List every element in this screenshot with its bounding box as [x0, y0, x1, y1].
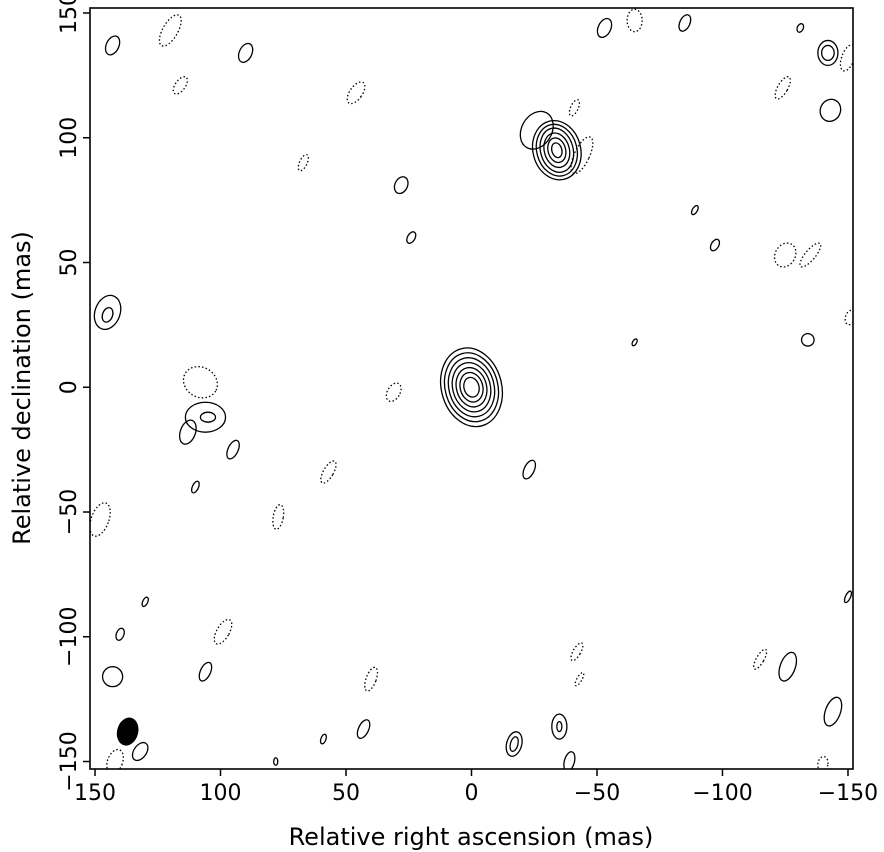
positive-contour [141, 596, 149, 608]
positive-contour [678, 14, 692, 32]
negative-contour [626, 8, 643, 33]
y-tick-label: 150 [57, 0, 82, 34]
positive-contour [237, 42, 254, 63]
positive-contour [115, 627, 125, 641]
negative-contour [182, 365, 219, 399]
negative-contour [574, 671, 585, 687]
component-contour [550, 142, 563, 159]
positive-contour [631, 338, 638, 347]
positive-contour [184, 401, 227, 433]
negative-contour [817, 755, 829, 769]
negative-contour [213, 618, 233, 645]
core-contour [459, 371, 484, 403]
beam-shape [116, 717, 139, 746]
positive-contour [199, 411, 217, 423]
negative-contour [839, 44, 853, 72]
positive-contour [131, 741, 149, 762]
component-contour [539, 127, 575, 173]
core-contour [439, 347, 504, 428]
negative-contour [158, 14, 182, 47]
component-contour [535, 123, 579, 177]
negative-contour [364, 666, 379, 692]
positive-contour [820, 44, 835, 62]
positive-contour [101, 307, 114, 323]
positive-contour [509, 736, 519, 752]
negative-contour [773, 242, 797, 268]
x-tick-label: −50 [574, 781, 620, 806]
core-contour [447, 357, 496, 418]
negative-contour [570, 642, 584, 662]
positive-contour [690, 204, 699, 216]
positive-contour [393, 176, 409, 195]
negative-contour [320, 460, 337, 484]
negative-contour [385, 382, 402, 403]
y-tick-label: −150 [57, 731, 82, 791]
x-tick-label: 150 [74, 781, 116, 806]
y-tick-label: 0 [57, 380, 82, 394]
beam-ellipse [116, 717, 139, 746]
positive-contour [796, 23, 805, 33]
x-tick-label: 100 [200, 781, 242, 806]
negative-contour [346, 81, 366, 105]
core-contour [455, 366, 488, 408]
x-axis: 150 100 50 0 −50 −100 −150 [74, 769, 878, 806]
contour-lines [90, 8, 853, 769]
plot-frame [89, 7, 854, 770]
positive-contour [556, 720, 563, 733]
positive-contour [817, 39, 839, 67]
positive-contour [190, 480, 200, 494]
positive-contour [522, 459, 537, 480]
x-tick-label: 50 [332, 781, 360, 806]
component-contour [531, 119, 582, 181]
negative-contour [752, 648, 768, 670]
positive-contour [563, 751, 576, 769]
positive-contour [226, 439, 240, 460]
negative-contour [844, 309, 853, 326]
positive-contour [519, 110, 554, 150]
negative-contour [568, 99, 581, 117]
core-contour [451, 362, 492, 413]
core-contour [463, 376, 480, 398]
positive-contour [778, 651, 798, 682]
negative-contour [172, 76, 189, 95]
negative-contour [272, 504, 285, 530]
x-tick-label: −100 [692, 781, 752, 806]
core-contour [443, 352, 500, 423]
negative-contour [297, 153, 310, 172]
y-tick-label: 50 [57, 248, 82, 276]
y-axis-label: Relative declination (mas) [8, 231, 36, 545]
positive-contour [101, 666, 124, 688]
negative-contour [106, 748, 125, 769]
positive-contour [178, 419, 197, 445]
y-tick-label: −50 [57, 489, 82, 535]
x-tick-label: 0 [465, 781, 479, 806]
x-tick-label: −150 [818, 781, 878, 806]
positive-contour [505, 731, 523, 757]
y-tick-label: −100 [57, 607, 82, 667]
positive-contour [823, 696, 843, 727]
positive-contour [93, 294, 122, 331]
positive-contour [843, 590, 853, 604]
positive-contour [104, 35, 121, 56]
positive-contour [273, 757, 279, 766]
positive-contour [596, 17, 613, 39]
positive-contour [319, 733, 327, 745]
negative-contour [570, 136, 594, 175]
x-axis-label: Relative right ascension (mas) [289, 823, 654, 851]
negative-contour [90, 502, 111, 537]
negative-contour [799, 242, 822, 268]
positive-contour [406, 231, 417, 244]
positive-contour [198, 661, 213, 682]
positive-contour [709, 238, 721, 252]
positive-contour [551, 713, 568, 740]
negative-contour [774, 76, 791, 100]
y-tick-label: 100 [57, 117, 82, 159]
positive-contour [800, 332, 815, 347]
positive-contour [356, 719, 371, 740]
y-axis: 150 100 50 0 −50 −100 −150 [57, 0, 90, 792]
component-contour [547, 137, 567, 164]
positive-contour [819, 98, 842, 122]
